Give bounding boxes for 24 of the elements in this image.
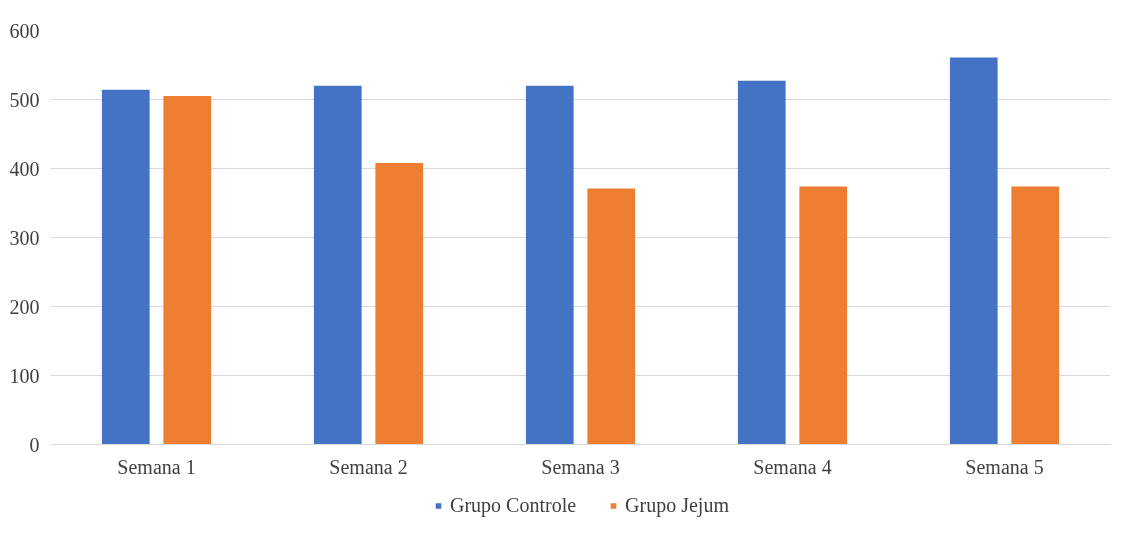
y-tick-label: 400 bbox=[9, 157, 40, 180]
y-tick-label: 100 bbox=[9, 364, 40, 387]
bar bbox=[587, 188, 636, 445]
y-tick-label: 500 bbox=[9, 88, 40, 111]
y-tick-label: 600 bbox=[9, 19, 40, 42]
legend-label: Grupo Jejum bbox=[625, 493, 729, 517]
bar bbox=[375, 162, 424, 445]
bar bbox=[799, 186, 848, 445]
x-tick-label: Semana 3 bbox=[541, 455, 620, 478]
x-tick-label: Semana 4 bbox=[753, 455, 832, 478]
y-tick-label: 0 bbox=[29, 433, 40, 456]
x-tick-label: Semana 5 bbox=[965, 455, 1044, 478]
bar bbox=[525, 85, 574, 445]
x-tick-label: Semana 1 bbox=[117, 455, 196, 478]
bar bbox=[163, 96, 212, 445]
x-tick-label: Semana 2 bbox=[329, 455, 408, 478]
legend-label: Grupo Controle bbox=[450, 493, 577, 517]
bar bbox=[949, 57, 998, 445]
bar bbox=[1011, 186, 1060, 445]
bar bbox=[101, 89, 150, 445]
y-tick-label: 200 bbox=[9, 295, 40, 318]
y-tick-label: 300 bbox=[9, 226, 40, 249]
bar bbox=[313, 85, 362, 445]
bar bbox=[737, 80, 786, 445]
